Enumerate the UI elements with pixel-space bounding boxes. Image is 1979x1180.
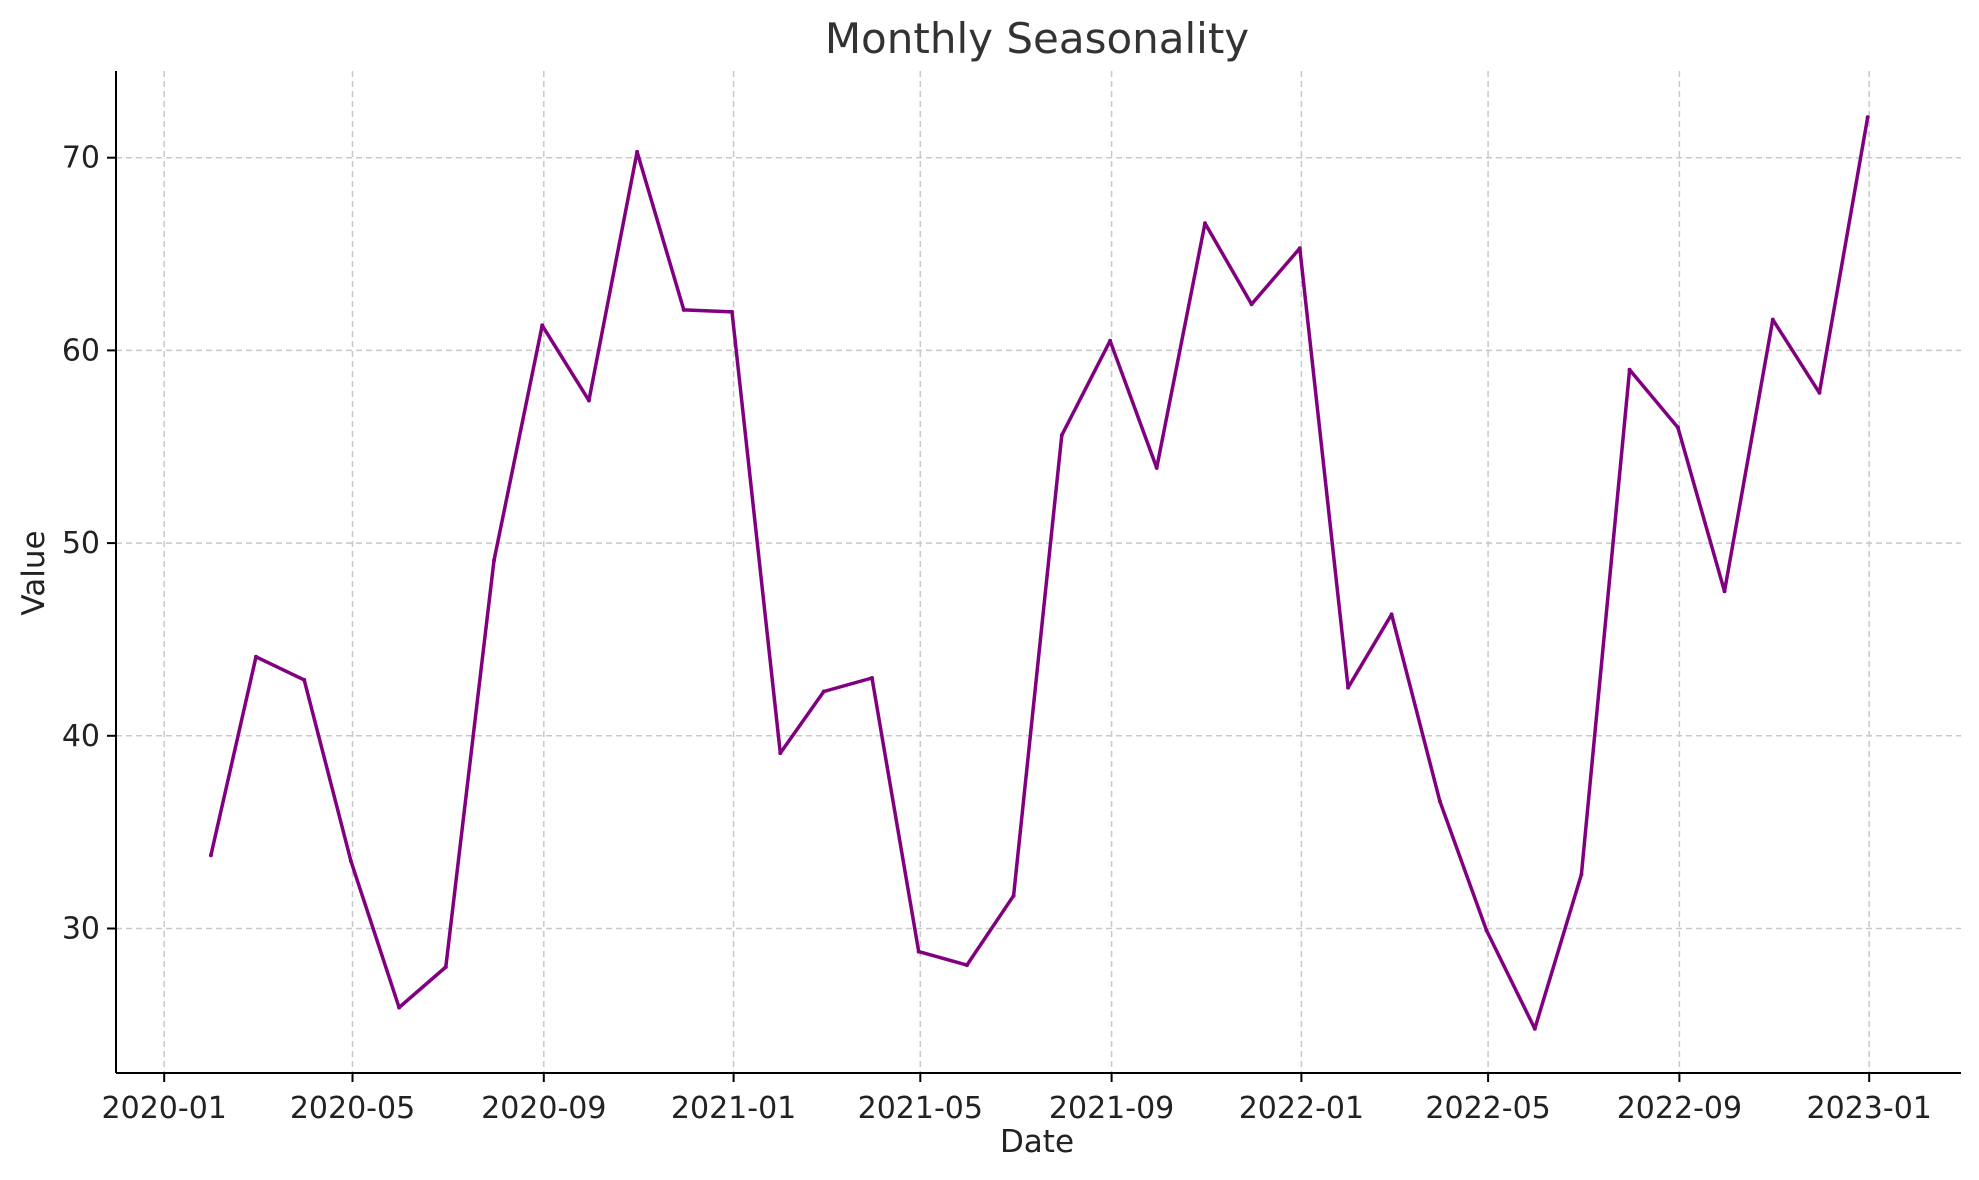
data-point bbox=[1108, 338, 1113, 343]
x-tick-label: 2022-05 bbox=[1425, 1091, 1550, 1126]
grid-lines bbox=[116, 71, 1961, 1073]
data-point bbox=[1203, 221, 1207, 226]
x-tick-label: 2020-01 bbox=[102, 1091, 227, 1126]
x-tick-label: 2020-05 bbox=[290, 1091, 415, 1126]
data-point bbox=[1627, 367, 1632, 372]
data-point bbox=[1817, 390, 1822, 395]
data-point bbox=[208, 853, 213, 858]
data-point bbox=[1154, 465, 1159, 470]
data-point bbox=[681, 307, 686, 312]
data-point bbox=[1346, 685, 1351, 690]
data-point bbox=[1484, 928, 1489, 933]
data-point bbox=[397, 1005, 402, 1010]
data-point bbox=[1297, 246, 1302, 251]
data-point bbox=[821, 689, 826, 694]
series-layer bbox=[208, 115, 1870, 1031]
x-ticks: 2020-01 2020-05 2020-09 2021-01 2021-05 2021-… bbox=[102, 1073, 1932, 1126]
axes bbox=[115, 71, 1961, 1074]
data-point bbox=[1389, 612, 1394, 617]
y-tick-label: 40 bbox=[62, 719, 100, 754]
data-point bbox=[635, 149, 640, 154]
y-tick-label: 30 bbox=[62, 912, 100, 947]
y-tick-label: 70 bbox=[62, 141, 100, 176]
data-point bbox=[1865, 115, 1870, 120]
data-point bbox=[1579, 872, 1584, 877]
data-point bbox=[1011, 893, 1016, 898]
data-point bbox=[730, 309, 734, 314]
data-point bbox=[443, 965, 448, 969]
y-axis-label: Value bbox=[16, 530, 52, 615]
data-point bbox=[964, 963, 969, 968]
y-tick-label: 60 bbox=[62, 333, 100, 368]
x-tick-label: 2022-09 bbox=[1617, 1091, 1742, 1126]
data-point bbox=[540, 323, 545, 328]
x-tick-label: 2021-05 bbox=[858, 1091, 983, 1126]
data-point bbox=[348, 859, 353, 863]
data-point bbox=[1059, 433, 1064, 438]
x-tick-label: 2021-09 bbox=[1049, 1091, 1174, 1126]
data-point bbox=[1722, 589, 1727, 594]
data-point bbox=[1249, 302, 1254, 307]
x-tick-label: 2021-01 bbox=[671, 1091, 796, 1126]
data-point bbox=[870, 676, 874, 680]
data-point bbox=[586, 398, 591, 403]
data-point bbox=[1437, 799, 1442, 804]
chart-title: Monthly Seasonality bbox=[825, 14, 1249, 63]
series-line bbox=[209, 116, 1870, 1031]
x-axis-label: Date bbox=[1000, 1124, 1074, 1160]
data-point bbox=[1532, 1026, 1537, 1031]
data-point bbox=[254, 654, 258, 659]
x-tick-label: 2022-01 bbox=[1239, 1091, 1364, 1126]
data-point bbox=[1675, 425, 1680, 430]
x-tick-label: 2020-09 bbox=[481, 1091, 606, 1126]
y-tick-label: 50 bbox=[62, 526, 100, 561]
data-point bbox=[492, 558, 496, 563]
x-tick-label: 2023-01 bbox=[1807, 1091, 1932, 1126]
data-point bbox=[1770, 317, 1775, 322]
data-point bbox=[778, 751, 783, 756]
y-ticks: 30 40 50 60 70 bbox=[62, 141, 116, 947]
data-point bbox=[916, 949, 921, 954]
data-point bbox=[302, 677, 307, 682]
